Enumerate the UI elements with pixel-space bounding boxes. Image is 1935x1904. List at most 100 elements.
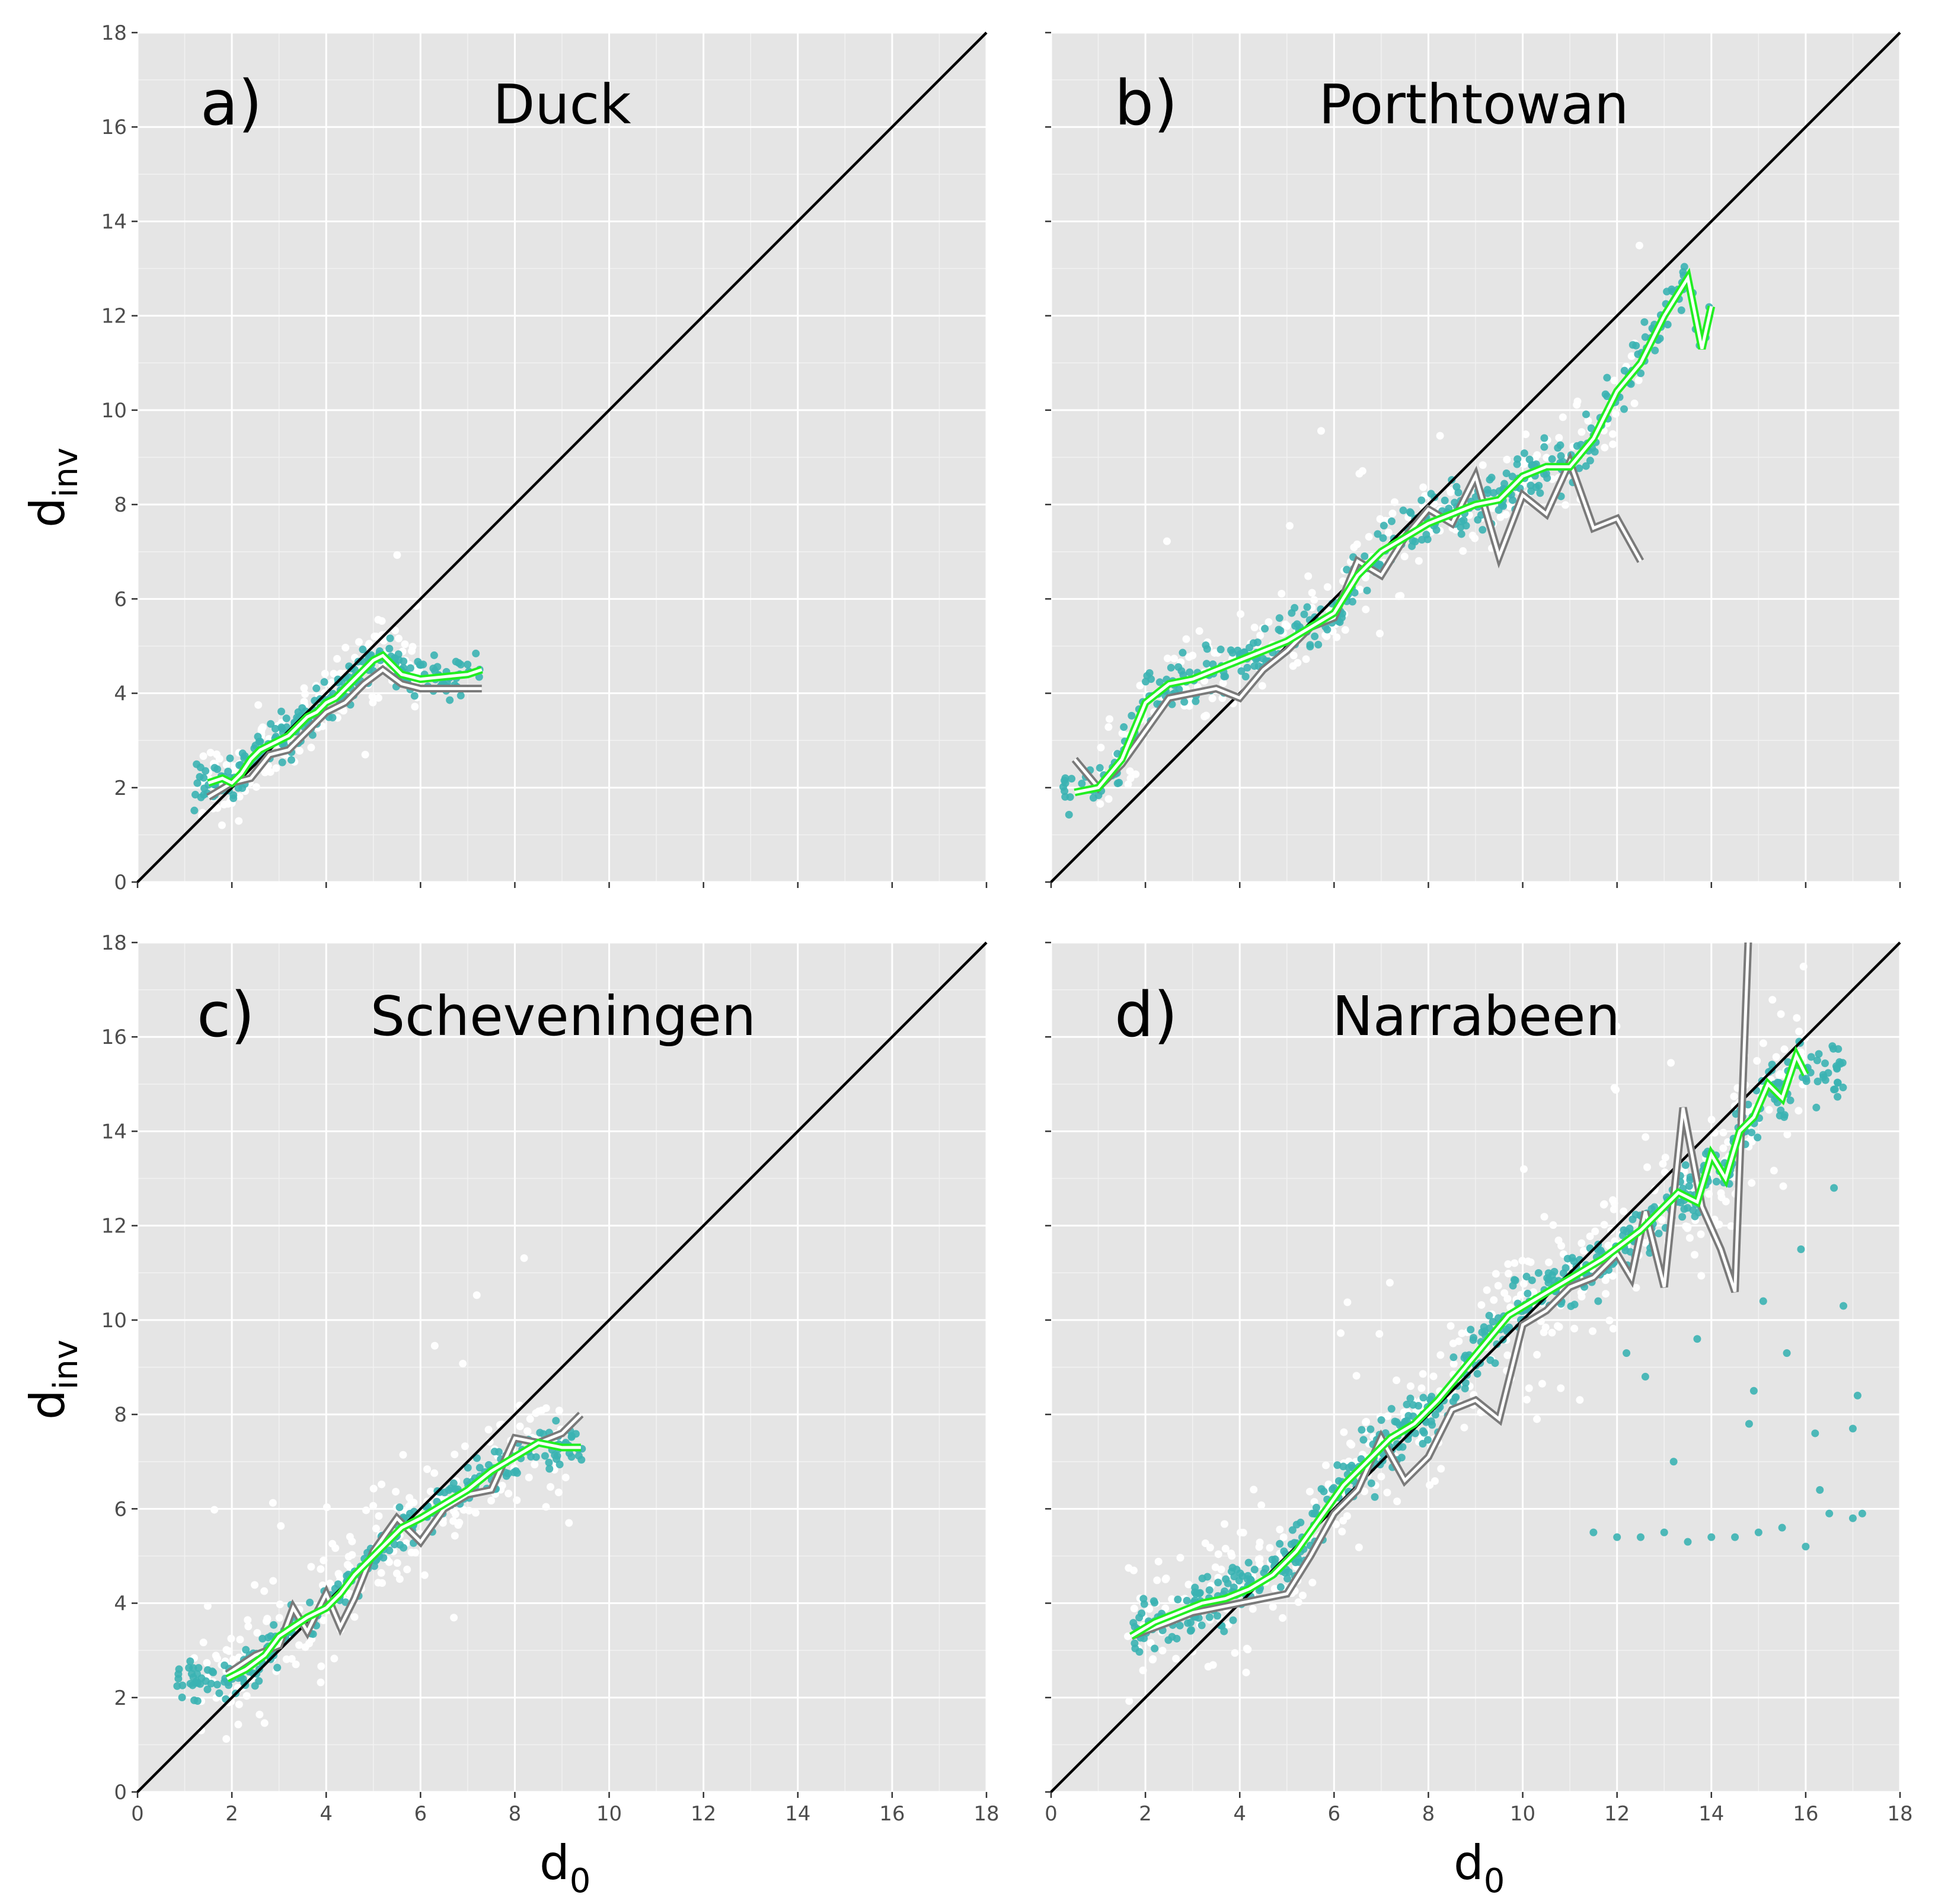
series-lines: [225, 1411, 584, 1682]
teal-point: [186, 1679, 194, 1688]
teal-point: [225, 1681, 233, 1689]
identity-line: [1050, 31, 1901, 883]
teal-point: [1180, 698, 1189, 706]
teal-point: [175, 1665, 183, 1673]
white-point: [1161, 1575, 1170, 1583]
teal-point: [1508, 472, 1516, 481]
teal-point: [1587, 424, 1595, 433]
teal-point: [1359, 1436, 1368, 1444]
white-point: [1377, 1472, 1385, 1481]
white-point: [1393, 1376, 1401, 1384]
teal-point: [1460, 1354, 1468, 1362]
white-point: [1163, 654, 1171, 663]
x-tick-label: 18: [973, 1802, 999, 1826]
teal-point: [1419, 1427, 1427, 1435]
teal-point: [541, 1452, 549, 1460]
plot-area-2: [1045, 31, 1901, 888]
white-point: [1400, 552, 1409, 561]
white-point: [1783, 1130, 1792, 1139]
white-point: [1490, 1296, 1498, 1304]
teal-point: [196, 772, 204, 781]
white-point: [355, 638, 363, 646]
teal-point: [553, 1452, 561, 1460]
teal-point: [433, 663, 442, 671]
white-point: [459, 1359, 467, 1368]
green-series-line: [226, 1441, 581, 1681]
teal-point: [190, 806, 199, 814]
white-point: [1777, 1010, 1785, 1018]
white-point: [1505, 1270, 1513, 1278]
white-point: [1578, 428, 1586, 436]
white-point: [484, 1426, 493, 1434]
white-point: [1604, 1241, 1612, 1250]
white-point: [1610, 376, 1618, 385]
white-point: [1494, 1282, 1502, 1290]
teal-point: [512, 1467, 520, 1475]
teal-point: [1461, 1384, 1469, 1392]
white-point: [1527, 1258, 1535, 1266]
teal-point: [1250, 1566, 1259, 1574]
white-point: [1256, 1560, 1264, 1568]
teal-point: [390, 1540, 398, 1548]
white-point: [1658, 1216, 1666, 1224]
white-point: [244, 1622, 253, 1631]
white-point: [320, 1617, 328, 1625]
teal-point: [1586, 456, 1594, 465]
teal-point: [277, 707, 285, 715]
white-point: [263, 1615, 272, 1623]
white-point: [1289, 662, 1297, 670]
white-point: [372, 1525, 380, 1533]
teal-point: [1247, 1576, 1255, 1584]
teal-outlier-point: [1754, 1528, 1762, 1536]
white-point: [1516, 1290, 1525, 1299]
y-tick-label: 18: [101, 931, 127, 955]
white-point: [1221, 1520, 1229, 1528]
teal-point: [379, 1554, 388, 1562]
white-point: [554, 1488, 563, 1497]
teal-outlier-point: [1707, 1533, 1716, 1541]
teal-point: [306, 1598, 314, 1606]
white-point: [295, 1641, 304, 1649]
white-point: [1599, 1200, 1608, 1209]
white-point: [403, 1566, 411, 1574]
teal-point: [1685, 1182, 1693, 1190]
teal-point: [1637, 369, 1645, 378]
white-point: [1276, 1525, 1284, 1534]
teal-outlier-point: [1848, 1514, 1857, 1522]
y-tick-label: 8: [114, 1403, 127, 1427]
white-point: [1768, 996, 1777, 1004]
teal-point: [221, 1661, 229, 1669]
teal-point: [1834, 1092, 1842, 1101]
teal-point: [1397, 1453, 1406, 1462]
x-tick-label: 6: [414, 1802, 427, 1826]
white-point: [225, 1647, 233, 1655]
white-point: [1557, 1242, 1566, 1250]
white-point: [1793, 1014, 1801, 1022]
teal-point: [1807, 1053, 1815, 1061]
teal-point: [1259, 654, 1267, 663]
white-point: [1250, 624, 1259, 632]
teal-outlier-point: [1594, 1297, 1602, 1305]
teal-point: [1229, 1616, 1237, 1624]
white-point: [330, 670, 338, 678]
white-point: [1620, 1207, 1628, 1215]
white-point: [374, 1579, 382, 1587]
teal-point: [1754, 1133, 1762, 1142]
white-point: [1305, 1487, 1314, 1496]
teal-point: [1775, 1079, 1783, 1087]
white-point: [1176, 1554, 1184, 1562]
white-point: [1586, 1232, 1594, 1241]
white-point: [235, 1700, 243, 1708]
white-point: [1643, 1163, 1651, 1171]
teal-point: [1411, 1429, 1419, 1437]
y-axis-title-bottom: dinv: [20, 1340, 85, 1420]
white-point: [1533, 1415, 1541, 1423]
x-axis-label-right: d0: [1454, 1835, 1505, 1900]
white-point: [472, 1291, 481, 1299]
white-point: [1362, 1417, 1371, 1426]
white-point: [1611, 410, 1620, 418]
white-point: [1124, 780, 1132, 788]
teal-outlier-point: [1825, 1509, 1834, 1518]
white-point: [1576, 1396, 1584, 1404]
white-point: [1393, 1497, 1401, 1506]
